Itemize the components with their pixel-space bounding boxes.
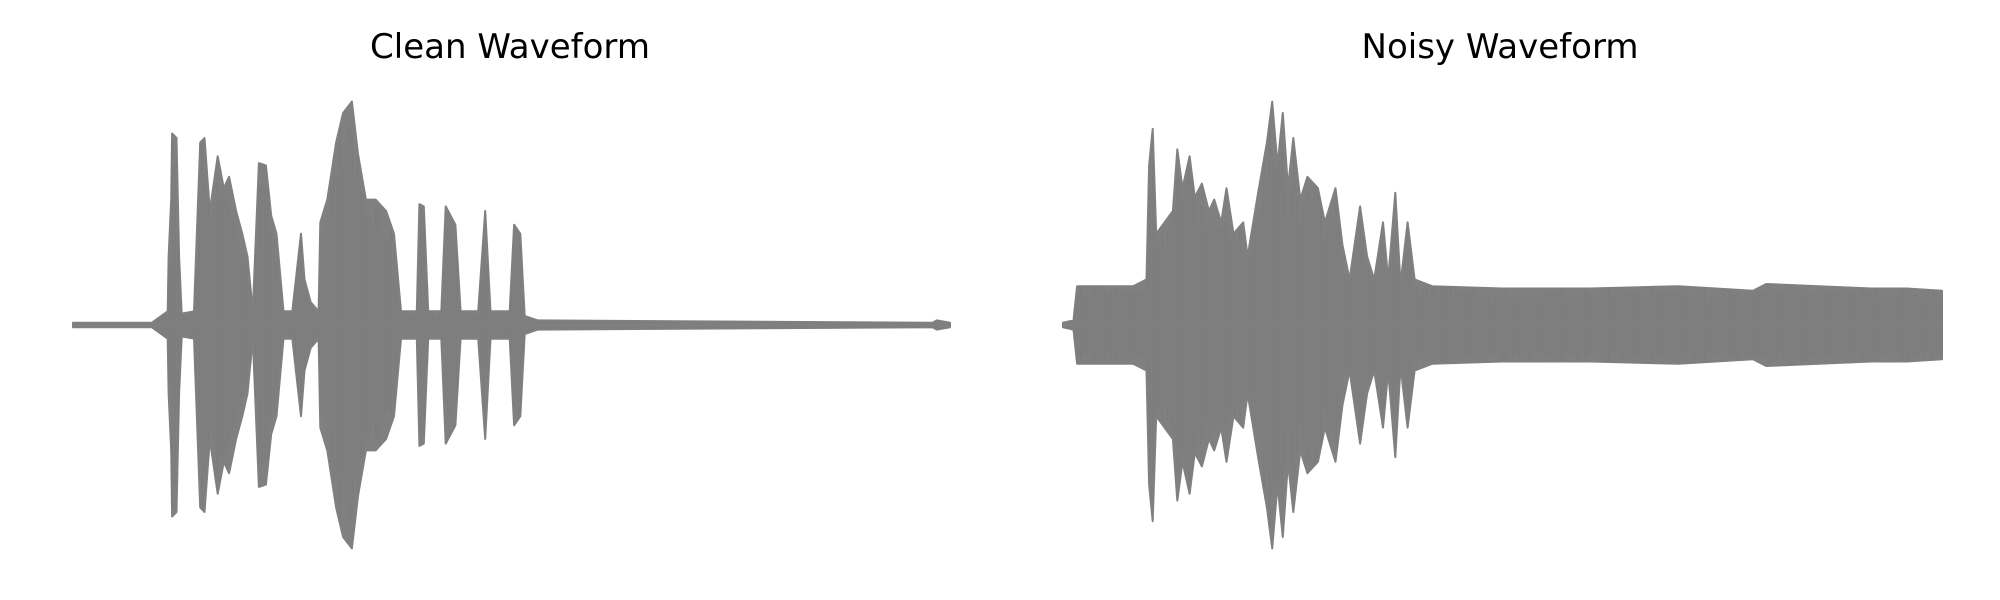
noisy-waveform-title: Noisy Waveform	[1362, 27, 1639, 67]
noisy-waveform-plot	[1062, 100, 1943, 550]
clean-waveform-plot	[72, 100, 951, 550]
clean-waveform-title: Clean Waveform	[370, 27, 650, 67]
noisy-waveform-panel: Noisy Waveform	[1062, 27, 1943, 550]
clean-waveform-panel: Clean Waveform	[72, 27, 951, 550]
